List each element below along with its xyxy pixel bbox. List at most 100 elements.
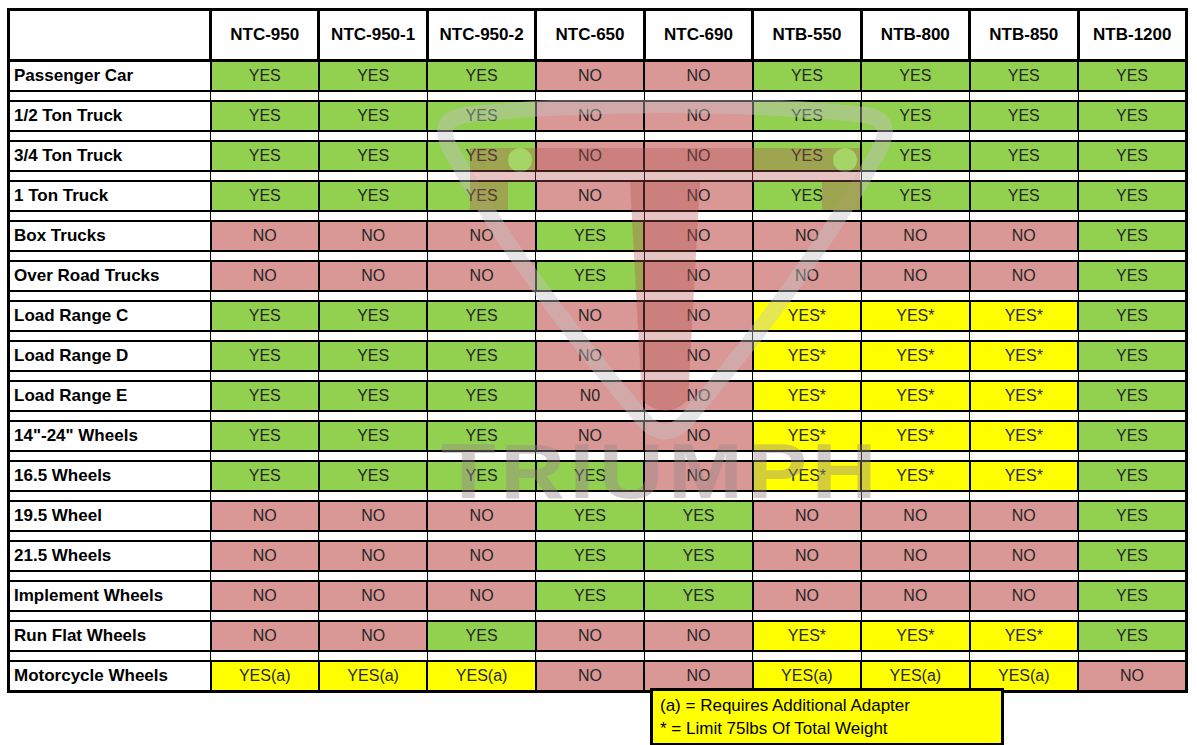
table-row: Passenger CarYESYESYESNONOYESYESYESYES bbox=[9, 61, 1187, 92]
table-cell: YES* bbox=[970, 301, 1078, 331]
table-cell: YES bbox=[427, 381, 535, 411]
spacer-cell bbox=[1078, 131, 1187, 141]
table-cell: NO bbox=[536, 661, 644, 692]
table-cell: NO bbox=[427, 541, 535, 571]
spacer-cell bbox=[644, 371, 752, 381]
row-label: Motorcycle Wheels bbox=[9, 661, 211, 692]
table-row: Implement WheelsNONONOYESYESNONONOYES bbox=[9, 581, 1187, 611]
table-cell: YES* bbox=[753, 621, 861, 651]
table-cell: YES bbox=[319, 461, 427, 491]
spacer-row bbox=[9, 371, 1187, 381]
spacer-cell bbox=[9, 411, 211, 421]
table-body: Passenger CarYESYESYESNONOYESYESYESYES1/… bbox=[9, 61, 1187, 692]
spacer-cell bbox=[970, 571, 1078, 581]
spacer-cell bbox=[753, 451, 861, 461]
table-cell: YES(a) bbox=[970, 661, 1078, 692]
spacer-row bbox=[9, 331, 1187, 341]
spacer-row bbox=[9, 571, 1187, 581]
row-label: Implement Wheels bbox=[9, 581, 211, 611]
table-cell: YES bbox=[753, 101, 861, 131]
spacer-cell bbox=[1078, 331, 1187, 341]
table-cell: YES bbox=[211, 61, 319, 92]
spacer-cell bbox=[536, 491, 644, 501]
table-row: Load Range CYESYESYESNONOYES*YES*YES*YES bbox=[9, 301, 1187, 331]
spacer-cell bbox=[427, 91, 535, 101]
spacer-cell bbox=[753, 91, 861, 101]
table-row: 21.5 WheelsNONONOYESYESNONONOYES bbox=[9, 541, 1187, 571]
row-label: Box Trucks bbox=[9, 221, 211, 251]
table-cell: YES* bbox=[970, 421, 1078, 451]
table-cell: NO bbox=[970, 541, 1078, 571]
spacer-cell bbox=[753, 251, 861, 261]
spacer-cell bbox=[9, 91, 211, 101]
table-cell: NO bbox=[753, 541, 861, 571]
spacer-cell bbox=[970, 331, 1078, 341]
column-header: NTC-950-1 bbox=[319, 10, 427, 61]
spacer-cell bbox=[644, 411, 752, 421]
table-cell: YES(a) bbox=[211, 661, 319, 692]
spacer-cell bbox=[9, 251, 211, 261]
table-cell: YES bbox=[211, 101, 319, 131]
table-cell: YES* bbox=[753, 421, 861, 451]
table-cell: YES bbox=[536, 541, 644, 571]
spacer-row bbox=[9, 211, 1187, 221]
table-cell: YES bbox=[644, 501, 752, 531]
spacer-cell bbox=[9, 331, 211, 341]
table-cell: YES(a) bbox=[861, 661, 969, 692]
table-cell: NO bbox=[753, 581, 861, 611]
table-cell: YES(a) bbox=[319, 661, 427, 692]
footnotes-box: (a) = Requires Additional Adapter * = Li… bbox=[650, 688, 1004, 745]
table-row: 3/4 Ton TruckYESYESYESNONOYESYESYESYES bbox=[9, 141, 1187, 171]
spacer-cell bbox=[427, 331, 535, 341]
spacer-cell bbox=[536, 91, 644, 101]
table-cell: YES bbox=[861, 141, 969, 171]
spacer-cell bbox=[9, 571, 211, 581]
spacer-cell bbox=[1078, 171, 1187, 181]
table-cell: NO bbox=[970, 261, 1078, 291]
table-cell: YES bbox=[427, 141, 535, 171]
spacer-cell bbox=[9, 371, 211, 381]
spacer-cell bbox=[427, 411, 535, 421]
compatibility-table: NTC-950NTC-950-1NTC-950-2NTC-650NTC-690N… bbox=[7, 8, 1188, 693]
spacer-cell bbox=[644, 451, 752, 461]
spacer-cell bbox=[861, 331, 969, 341]
table-cell: YES bbox=[427, 181, 535, 211]
spacer-cell bbox=[211, 131, 319, 141]
spacer-row bbox=[9, 291, 1187, 301]
table-row: Box TrucksNONONOYESNONONONOYES bbox=[9, 221, 1187, 251]
spacer-cell bbox=[753, 211, 861, 221]
spacer-cell bbox=[644, 91, 752, 101]
spacer-cell bbox=[9, 531, 211, 541]
spacer-cell bbox=[536, 171, 644, 181]
column-header: NTB-850 bbox=[970, 10, 1078, 61]
table-cell: NO bbox=[319, 621, 427, 651]
table-cell: YES bbox=[427, 621, 535, 651]
spacer-cell bbox=[644, 331, 752, 341]
spacer-cell bbox=[427, 491, 535, 501]
table-cell: YES bbox=[319, 421, 427, 451]
spacer-cell bbox=[753, 411, 861, 421]
table-cell: NO bbox=[644, 461, 752, 491]
spacer-cell bbox=[753, 651, 861, 661]
table-cell: YES(a) bbox=[427, 661, 535, 692]
spacer-cell bbox=[427, 171, 535, 181]
spacer-cell bbox=[753, 291, 861, 301]
spacer-cell bbox=[9, 291, 211, 301]
table-cell: YES bbox=[536, 461, 644, 491]
spacer-row bbox=[9, 651, 1187, 661]
table-cell: YES bbox=[861, 101, 969, 131]
table-cell: YES bbox=[970, 181, 1078, 211]
spacer-cell bbox=[9, 211, 211, 221]
spacer-cell bbox=[536, 531, 644, 541]
table-cell: YES bbox=[644, 581, 752, 611]
spacer-cell bbox=[861, 211, 969, 221]
spacer-cell bbox=[319, 651, 427, 661]
column-header: NTC-950-2 bbox=[427, 10, 535, 61]
table-cell: YES bbox=[1078, 541, 1187, 571]
table-cell: NO bbox=[536, 421, 644, 451]
table-cell: YES bbox=[319, 381, 427, 411]
row-label: Passenger Car bbox=[9, 61, 211, 92]
spacer-cell bbox=[319, 211, 427, 221]
table-cell: YES* bbox=[970, 621, 1078, 651]
table-cell: YES* bbox=[861, 301, 969, 331]
